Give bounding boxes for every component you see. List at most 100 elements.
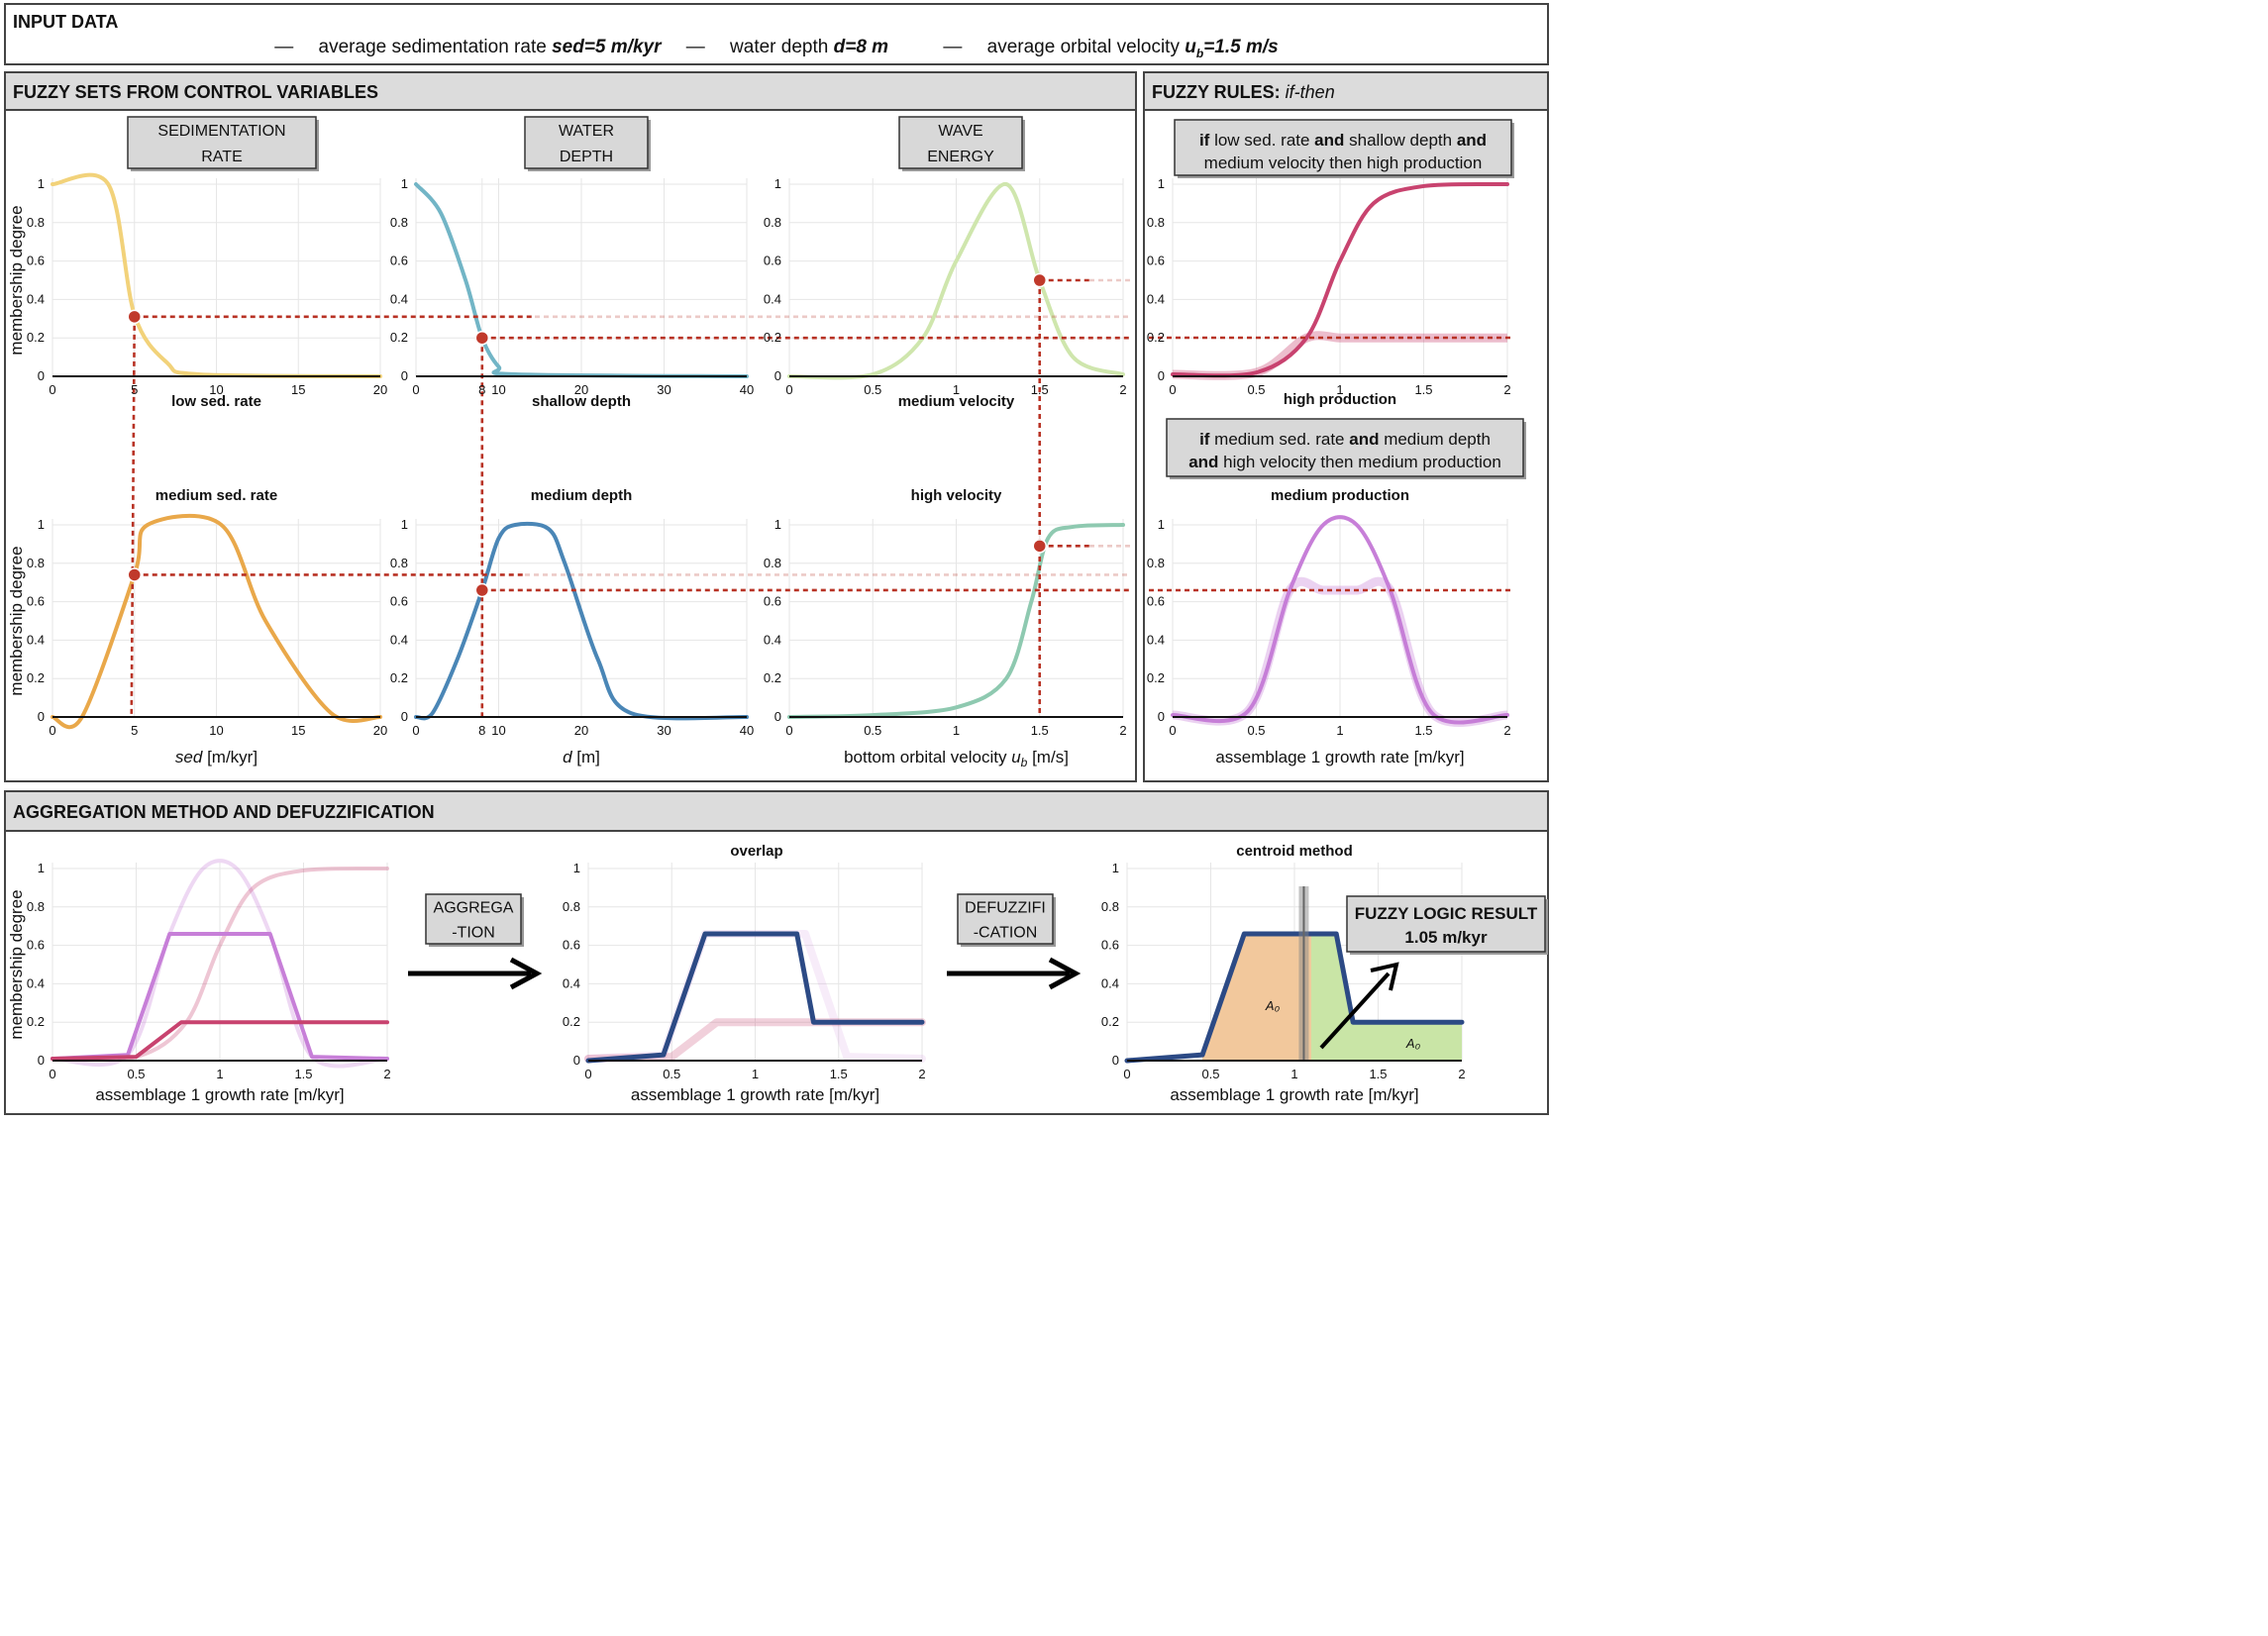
agg-plot-0-ytick: 0.6 (27, 938, 45, 953)
plot-r0-c0-ytick: 0.4 (27, 291, 45, 306)
dash-1: — (274, 37, 294, 57)
plot-r0-c1-xtick: 20 (574, 382, 588, 397)
input-data-panel: INPUT DATA — average sedimentation rate … (4, 3, 1549, 65)
plot-r0-c1-xtick: 0 (412, 382, 419, 397)
plot-r1-c3-xtick: 1 (1336, 723, 1343, 738)
plot-r1-c1-xtick: 0 (412, 723, 419, 738)
plot-r1-c0-ytick: 1 (38, 517, 45, 532)
plot-r1-c3-ytick: 0.6 (1147, 594, 1165, 609)
plot-r1-c1-ytick: 1 (401, 517, 408, 532)
fuzzy-rules-title: FUZZY RULES: if-then (1145, 73, 1547, 111)
plot-r1-c3-ytick: 0.2 (1147, 670, 1165, 685)
xlabel-1: d [m] (563, 748, 600, 767)
plot-r1-c0-ytick: 0.4 (27, 632, 45, 647)
plot-r0-c3-xtick: 2 (1503, 382, 1510, 397)
agg-plot-0-xtick: 0 (49, 1067, 55, 1081)
plot-r0-c0-xtick: 5 (131, 382, 138, 397)
defuzzification-box-label-1: -CATION (974, 925, 1038, 942)
plot-r0-c2-ytick: 0 (774, 368, 781, 383)
agg-plot-0-xtick: 2 (383, 1067, 390, 1081)
plot-r1-c3-xtick: 1.5 (1414, 723, 1432, 738)
set-label-top-1: shallow depth (532, 393, 631, 410)
agg-plot-1-xtick: 1.5 (830, 1067, 848, 1081)
plot-r0-c3-xtick: 1 (1336, 382, 1343, 397)
set-label-high-production: high production (1284, 391, 1396, 408)
plot-r0-c0-xtick: 0 (49, 382, 55, 397)
area-label-left: A₀ (1265, 998, 1281, 1013)
input-depth: water depth d=8 m (730, 37, 889, 57)
plot-r0-c0-xtick: 15 (291, 382, 305, 397)
agg-plot-2-xtick: 2 (1458, 1067, 1465, 1081)
agg-plot-2-xtick: 1.5 (1369, 1067, 1387, 1081)
plot-r0-c1-ytick: 0.2 (390, 330, 408, 345)
set-label-bottom-2: high velocity (911, 487, 1002, 504)
agg-plot-2-xtick: 0 (1123, 1067, 1130, 1081)
plot-r0-c1-ytick: 0.6 (390, 254, 408, 268)
defuzzification-arrow-head (1048, 957, 1082, 990)
agg-plot-1-xtick: 1 (752, 1067, 759, 1081)
plot-r0-c0-xtick: 10 (209, 382, 223, 397)
variable-box-1 (524, 116, 649, 169)
plot-r0-c0-ytick: 0.2 (27, 330, 45, 345)
plot-r0-c2-curve (787, 182, 1125, 380)
plot-r1-c2-xtick: 0.5 (864, 723, 881, 738)
plot-r1-c0-curve (51, 513, 382, 730)
xlabel-2: bottom orbital velocity ub [m/s] (844, 748, 1069, 769)
plot-r1-c0-ytick: 0.2 (27, 670, 45, 685)
plot-r1-c2-xtick: 2 (1119, 723, 1126, 738)
agg-ylabel: membership degree (7, 889, 26, 1039)
plot-r1-c0-xtick: 5 (131, 723, 138, 738)
plot-r1-c1-xtick: 8 (478, 723, 485, 738)
plot-r1-c1-xtick: 10 (491, 723, 505, 738)
defuzzification-box-label-0: DEFUZZIFI (965, 900, 1046, 917)
plot-r1-c3-ytick: 1 (1158, 517, 1165, 532)
plot-r1-c2-ytick: 0 (774, 709, 781, 724)
plot-r0-c1-xtick: 8 (478, 382, 485, 397)
area-label-right: A₀ (1405, 1036, 1421, 1051)
variable-box-0-label-1: RATE (201, 149, 242, 165)
rules-xlabel: assemblage 1 growth rate [m/kyr] (1215, 748, 1464, 767)
plot-r1-c2-xtick: 1.5 (1031, 723, 1049, 738)
xlabel-0: sed [m/kyr] (175, 748, 258, 767)
agg-plot-1-ytick: 1 (573, 861, 580, 875)
plot-r1-c2-xtick: 1 (953, 723, 960, 738)
plot-r0-c1-ytick: 0 (401, 368, 408, 383)
plot-r0-c1-ytick: 1 (401, 176, 408, 191)
result-value: 1.05 m/kyr (1404, 928, 1488, 947)
plot-r1-c1-ytick: 0 (401, 709, 408, 724)
plot-r0-c0-ytick: 1 (38, 176, 45, 191)
agg3-aggregated (1124, 931, 1465, 1064)
ylabel-top: membership degree (7, 205, 26, 355)
agg-xlabel-2: assemblage 1 growth rate [m/kyr] (1170, 1085, 1418, 1104)
plot-r0-c3-curve (1171, 181, 1509, 378)
ylabel-bottom: membership degree (7, 546, 26, 695)
plot-r0-c3-ytick: 0.8 (1147, 215, 1165, 230)
plot-r1-c0-ytick: 0 (38, 709, 45, 724)
plot-r1-c3-ytick: 0 (1158, 709, 1165, 724)
plot-r0-c2-xtick: 1.5 (1031, 382, 1049, 397)
plot-r0-c3-xtick: 0 (1169, 382, 1176, 397)
plot-r0-c2-ytick: 0.4 (764, 291, 781, 306)
plot-r1-c1-curve (414, 521, 749, 721)
plot-r1-c0-ytick: 0.6 (27, 594, 45, 609)
dash-3: — (943, 37, 963, 57)
agg-plot-0-ytick: 1 (38, 861, 45, 875)
plot-r0-c2-xtick: 1 (953, 382, 960, 397)
plot-r1-c3-ytick: 0.4 (1147, 632, 1165, 647)
centroid-title: centroid method (1236, 843, 1353, 860)
plot-r0-c1-ytick: 0.8 (390, 215, 408, 230)
variable-box-2-label-1: ENERGY (927, 149, 994, 165)
plot-r0-c3-ytick: 0 (1158, 368, 1165, 383)
plot-r1-c2-ytick: 1 (774, 517, 781, 532)
input-data-title: INPUT DATA (13, 12, 119, 32)
rule-box-1-line-0: if low sed. rate and shallow depth and (1199, 131, 1487, 150)
plot-r1-c1-xtick: 20 (574, 723, 588, 738)
plot-r0-c0-ytick: 0.6 (27, 254, 45, 268)
agg-plot-1-xtick: 2 (918, 1067, 925, 1081)
input-point-4 (127, 567, 142, 582)
input-velocity: average orbital velocity ub=1.5 m/s (986, 37, 1279, 60)
plot-r0-c2-xtick: 0 (785, 382, 792, 397)
variable-box-2 (898, 116, 1023, 169)
rule-box-2-line-0: if medium sed. rate and medium depth (1199, 430, 1491, 449)
